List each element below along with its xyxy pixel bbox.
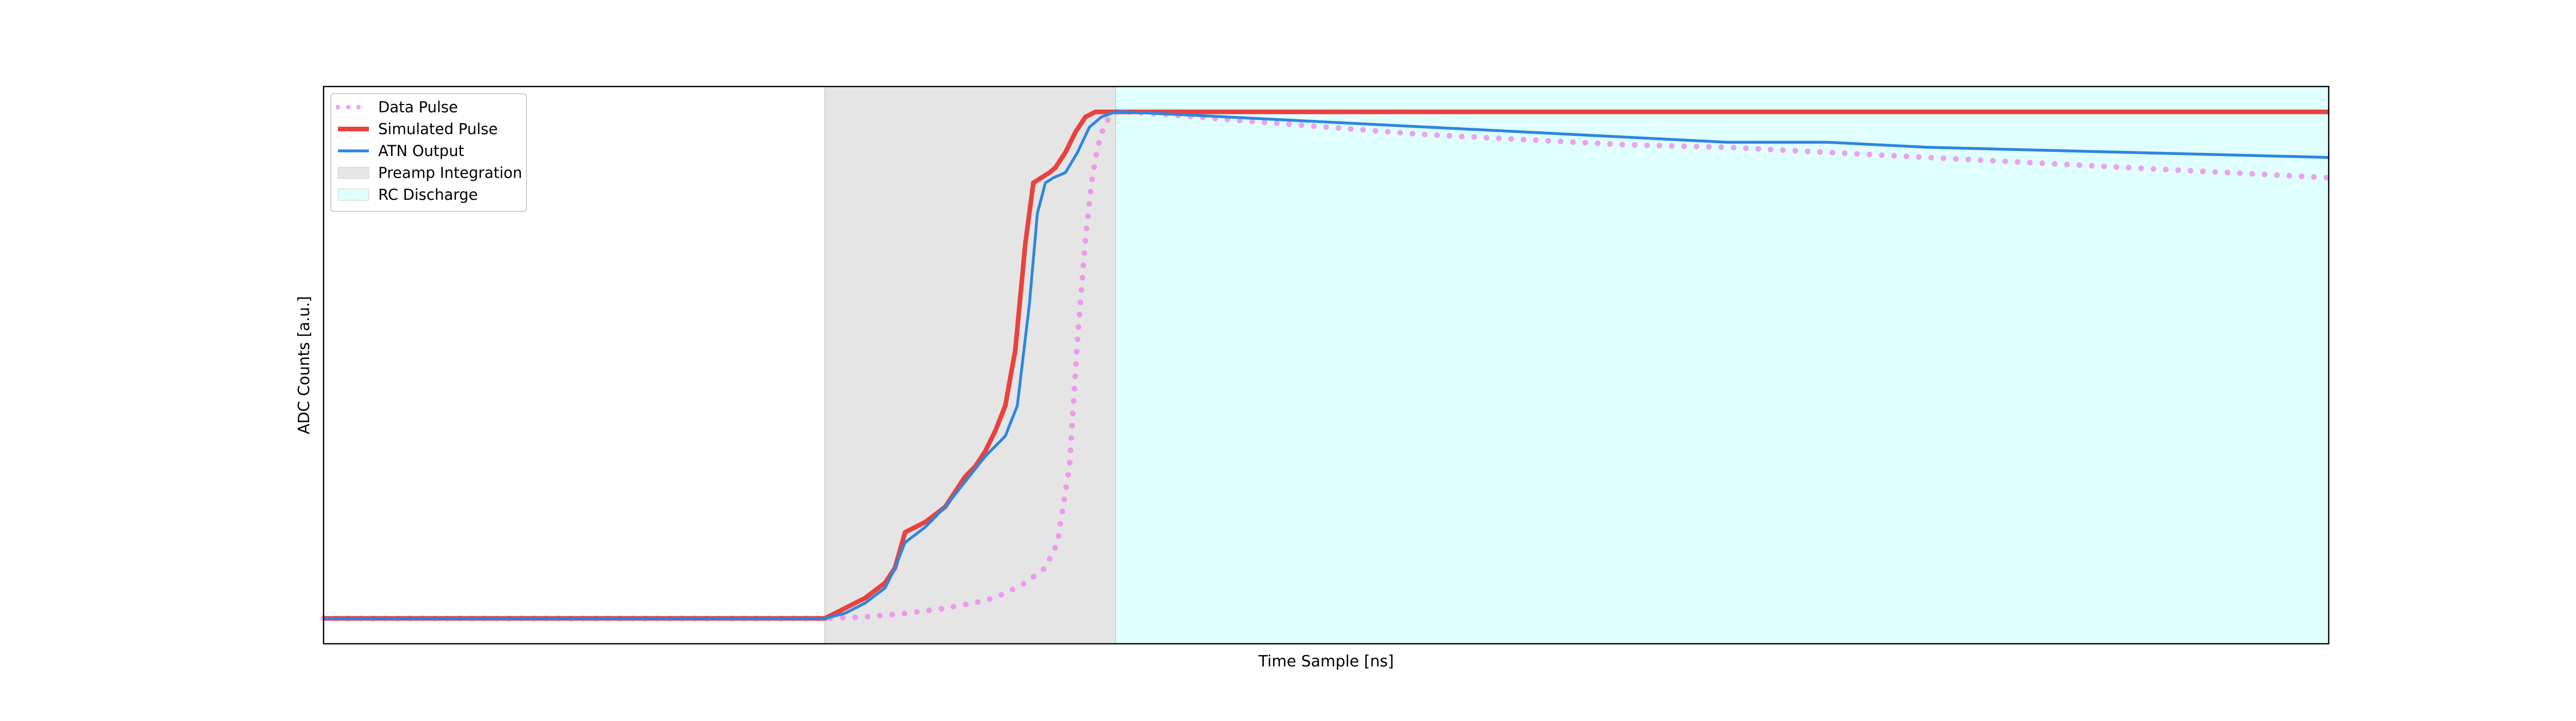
legend-swatch-preamp-integration [337,167,369,179]
series-line-simulated-pulse [324,109,2329,621]
legend: Data Pulse Simulated Pulse ATN Output Pream… [330,93,527,212]
legend-label-preamp-integration: Preamp Integration [378,164,522,182]
plot-frame [323,85,2330,645]
legend-label-atn-output: ATN Output [378,142,464,160]
series-lines [320,109,2332,622]
legend-box [330,93,527,212]
region-rc-discharge [1115,87,2329,644]
series-line-atn-output [324,110,2329,620]
region-preamp-integration [825,87,1116,644]
legend-label-simulated-pulse: Simulated Pulse [378,121,498,138]
shaded-regions [824,87,2329,644]
x-axis-label: Time Sample [ns] [1258,653,1394,671]
legend-label-data-pulse: Data Pulse [378,98,458,116]
legend-label-rc-discharge: RC Discharge [378,186,478,203]
y-axis-label: ADC Counts [a.u.] [295,296,313,434]
legend-swatch-rc-discharge [337,188,369,201]
